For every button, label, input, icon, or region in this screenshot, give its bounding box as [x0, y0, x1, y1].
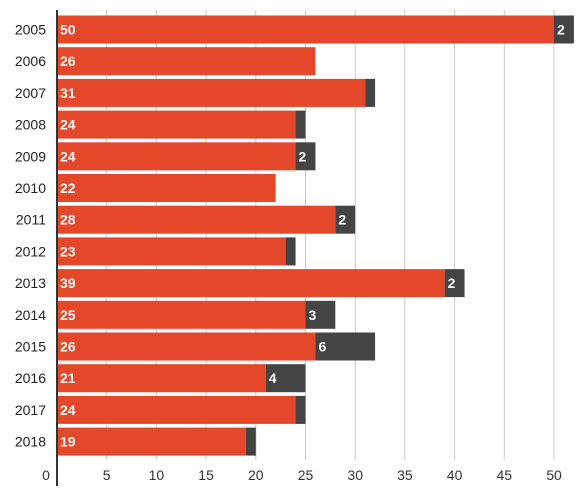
data-label-2005-series-1: 50 — [60, 22, 76, 38]
x-tick-label-15: 15 — [198, 467, 214, 483]
data-label-2016-series-2: 4 — [269, 370, 277, 386]
category-label-2008: 2008 — [15, 117, 46, 133]
category-label-2013: 2013 — [15, 275, 46, 291]
data-label-2006-series-1: 26 — [60, 53, 76, 69]
bar-2016-series-2 — [265, 364, 306, 393]
bar-2011-series-1 — [57, 205, 336, 234]
data-label-2013-series-1: 39 — [60, 275, 76, 291]
bar-2010-series-1 — [57, 174, 276, 202]
bar-2017-series-2 — [295, 395, 306, 424]
data-label-2015-series-2: 6 — [318, 339, 326, 355]
x-tick-label-40: 40 — [447, 467, 463, 483]
data-label-2005-series-2: 2 — [557, 22, 565, 38]
bar-2009-series-1 — [57, 142, 296, 171]
category-label-2005: 2005 — [15, 22, 46, 38]
x-tick-label-25: 25 — [298, 467, 314, 483]
category-label-2010: 2010 — [15, 180, 46, 196]
bars — [57, 15, 574, 456]
bar-2005-series-2 — [554, 15, 574, 44]
x-tick-label-20: 20 — [248, 467, 264, 483]
x-tick-label-30: 30 — [347, 467, 363, 483]
x-tick-label-10: 10 — [149, 467, 165, 483]
bar-2012-series-2 — [285, 237, 296, 266]
data-label-2014-series-1: 25 — [60, 307, 76, 323]
data-label-2015-series-1: 26 — [60, 339, 76, 355]
data-label-2017-series-1: 24 — [60, 402, 76, 418]
x-tick-label-50: 50 — [546, 467, 562, 483]
data-label-2008-series-1: 24 — [60, 117, 76, 133]
bar-2009-series-2 — [295, 142, 316, 171]
data-label-2016-series-1: 21 — [60, 370, 76, 386]
bar-2014-series-1 — [57, 300, 306, 329]
category-label-2017: 2017 — [15, 402, 46, 418]
x-tick-label-0: 0 — [42, 467, 50, 483]
data-label-2013-series-2: 2 — [448, 275, 456, 291]
category-label-2016: 2016 — [15, 370, 46, 386]
bar-2008-series-2 — [295, 110, 306, 139]
bar-2008-series-1 — [57, 110, 296, 139]
bar-2012-series-1 — [57, 237, 286, 266]
bar-2018-series-1 — [57, 427, 246, 456]
data-label-2011-series-2: 2 — [338, 212, 346, 228]
category-label-2006: 2006 — [15, 53, 46, 69]
data-label-2012-series-1: 23 — [60, 243, 76, 259]
bar-2013-series-2 — [444, 269, 465, 298]
x-tick-label-45: 45 — [497, 467, 513, 483]
data-label-2010-series-1: 22 — [60, 180, 76, 196]
x-tick-label-5: 5 — [103, 467, 111, 483]
bar-2018-series-2 — [245, 427, 256, 456]
grid-lines — [106, 10, 555, 460]
data-label-2018-series-1: 19 — [60, 434, 76, 450]
x-tick-label-35: 35 — [397, 467, 413, 483]
category-label-2009: 2009 — [15, 148, 46, 164]
category-label-2018: 2018 — [15, 434, 46, 450]
bar-2016-series-1 — [57, 364, 266, 393]
data-label-2011-series-1: 28 — [60, 212, 76, 228]
bar-2014-series-2 — [305, 300, 336, 329]
category-label-2011: 2011 — [16, 212, 46, 228]
bar-2015-series-2 — [315, 332, 376, 361]
bar-2017-series-1 — [57, 395, 296, 424]
data-label-2014-series-2: 3 — [309, 307, 317, 323]
category-label-2014: 2014 — [15, 307, 46, 323]
category-label-2015: 2015 — [15, 339, 46, 355]
bar-2006-series-1 — [57, 47, 316, 76]
data-label-2009-series-1: 24 — [60, 148, 76, 164]
x-tick-labels: 0 5 10 15 20 25 30 35 40 45 50 — [42, 467, 562, 483]
category-label-2007: 2007 — [15, 85, 46, 101]
data-label-2009-series-2: 2 — [299, 148, 307, 164]
bar-2005-series-1 — [57, 15, 554, 44]
category-label-2012: 2012 — [15, 243, 46, 259]
bar-2013-series-1 — [57, 269, 445, 298]
bar-2007-series-2 — [365, 78, 376, 107]
bar-2007-series-1 — [57, 78, 366, 107]
bar-2011-series-2 — [335, 205, 356, 234]
data-label-2007-series-1: 31 — [60, 85, 76, 101]
bar-2015-series-1 — [57, 332, 316, 361]
category-labels: 2005 2006 2007 2008 2009 2010 2011 2012 2013 2014… — [15, 22, 46, 450]
